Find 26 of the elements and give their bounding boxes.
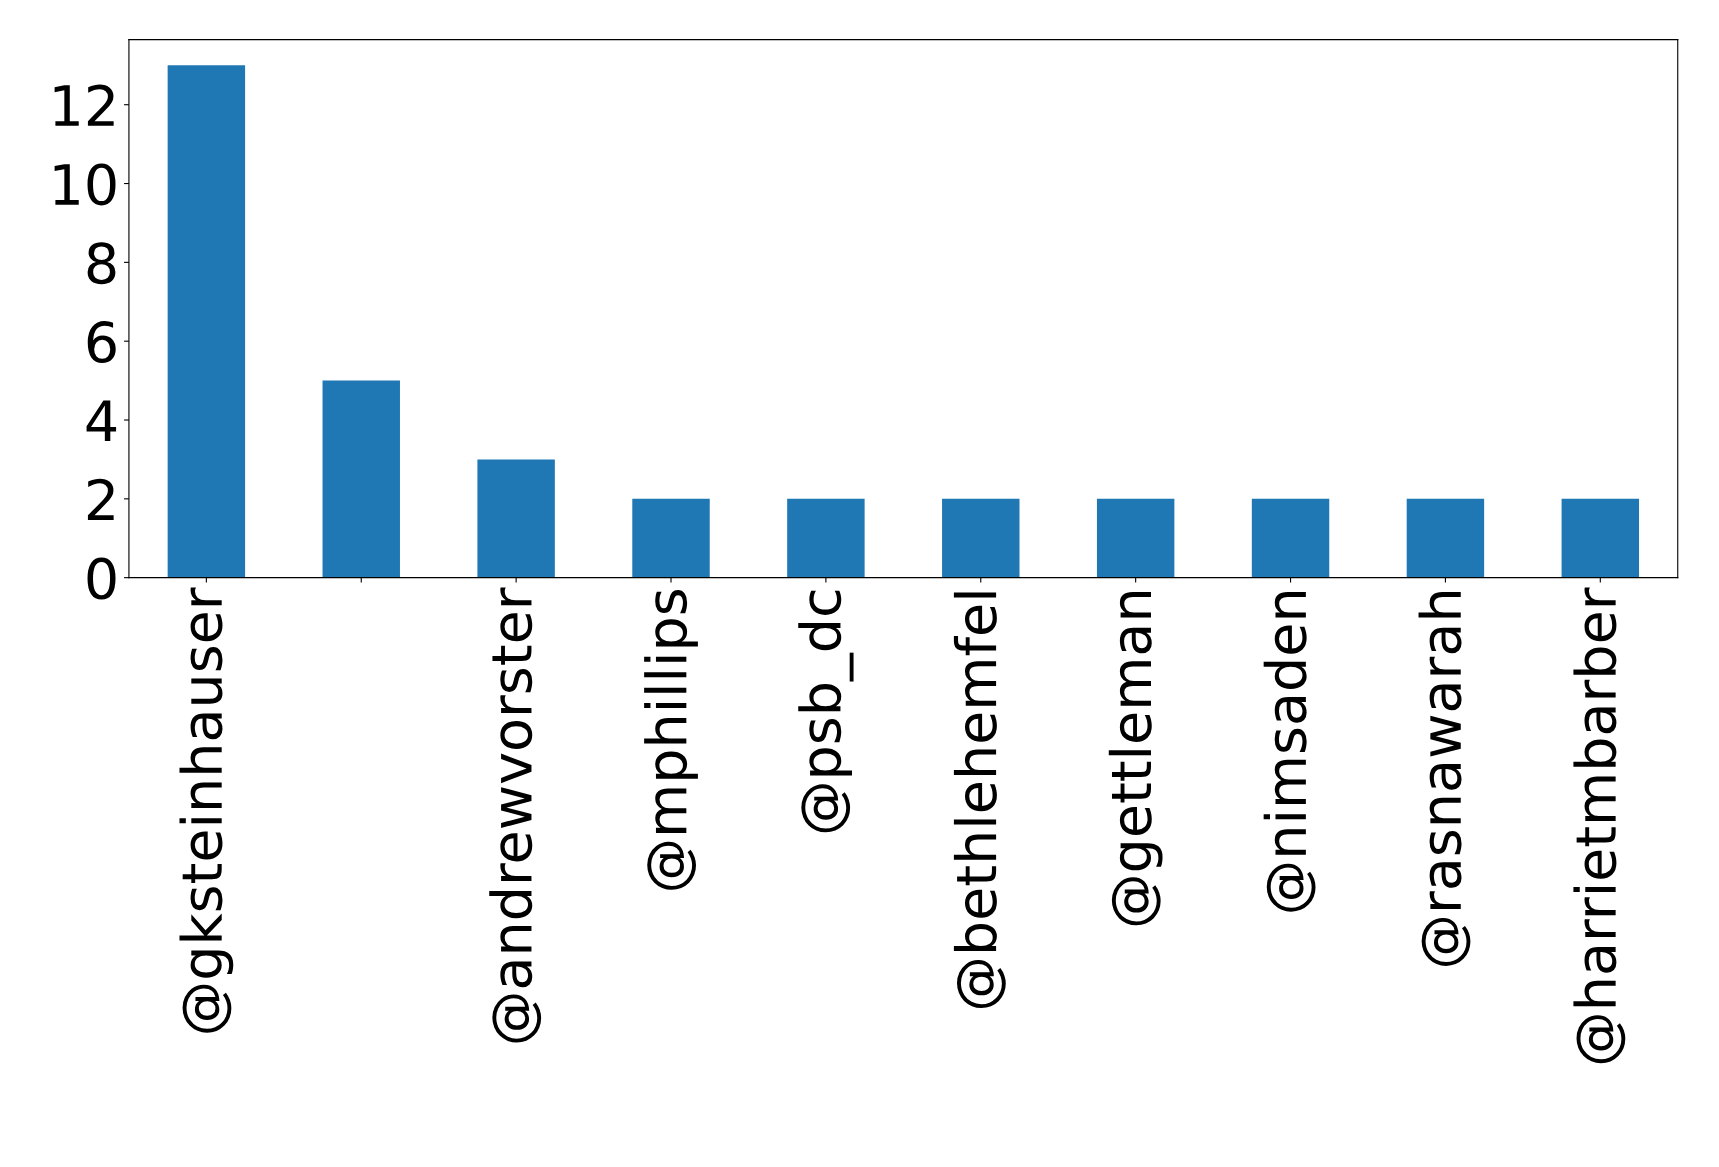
y-tick-label: 0	[87, 557, 116, 600]
bar	[942, 498, 1020, 578]
y-tick-label: 4	[86, 400, 117, 442]
bar	[787, 498, 865, 578]
x-tick-label: @harrietmbarber	[1573, 587, 1626, 1064]
y-tick-label: 12	[54, 84, 114, 126]
bar	[477, 459, 555, 578]
y-tick-label: 6	[87, 321, 116, 364]
x-tick-label: @psb_dc	[798, 590, 854, 833]
x-tick-label: @mphillips	[644, 590, 698, 890]
bar	[1561, 498, 1640, 578]
bar	[167, 65, 246, 578]
x-tick-label: @gksteinhauser	[179, 587, 234, 1033]
bar	[1096, 498, 1175, 578]
bar	[322, 380, 400, 578]
y-tick-label: 2	[87, 478, 114, 520]
bar	[632, 498, 710, 578]
x-tick-label: @andrewvorster	[489, 587, 542, 1043]
x-tick-label: @gettleman	[1108, 592, 1163, 926]
bar	[1406, 498, 1485, 578]
bar	[1251, 498, 1330, 578]
x-tick-label: @nimsaden	[1263, 592, 1316, 912]
y-tick-label: 8	[87, 242, 116, 285]
y-tick-label: 10	[54, 163, 116, 206]
x-tick-label: @rasnawarah	[1418, 592, 1471, 966]
x-tick-label: @bethlehemfel	[953, 592, 1006, 1009]
